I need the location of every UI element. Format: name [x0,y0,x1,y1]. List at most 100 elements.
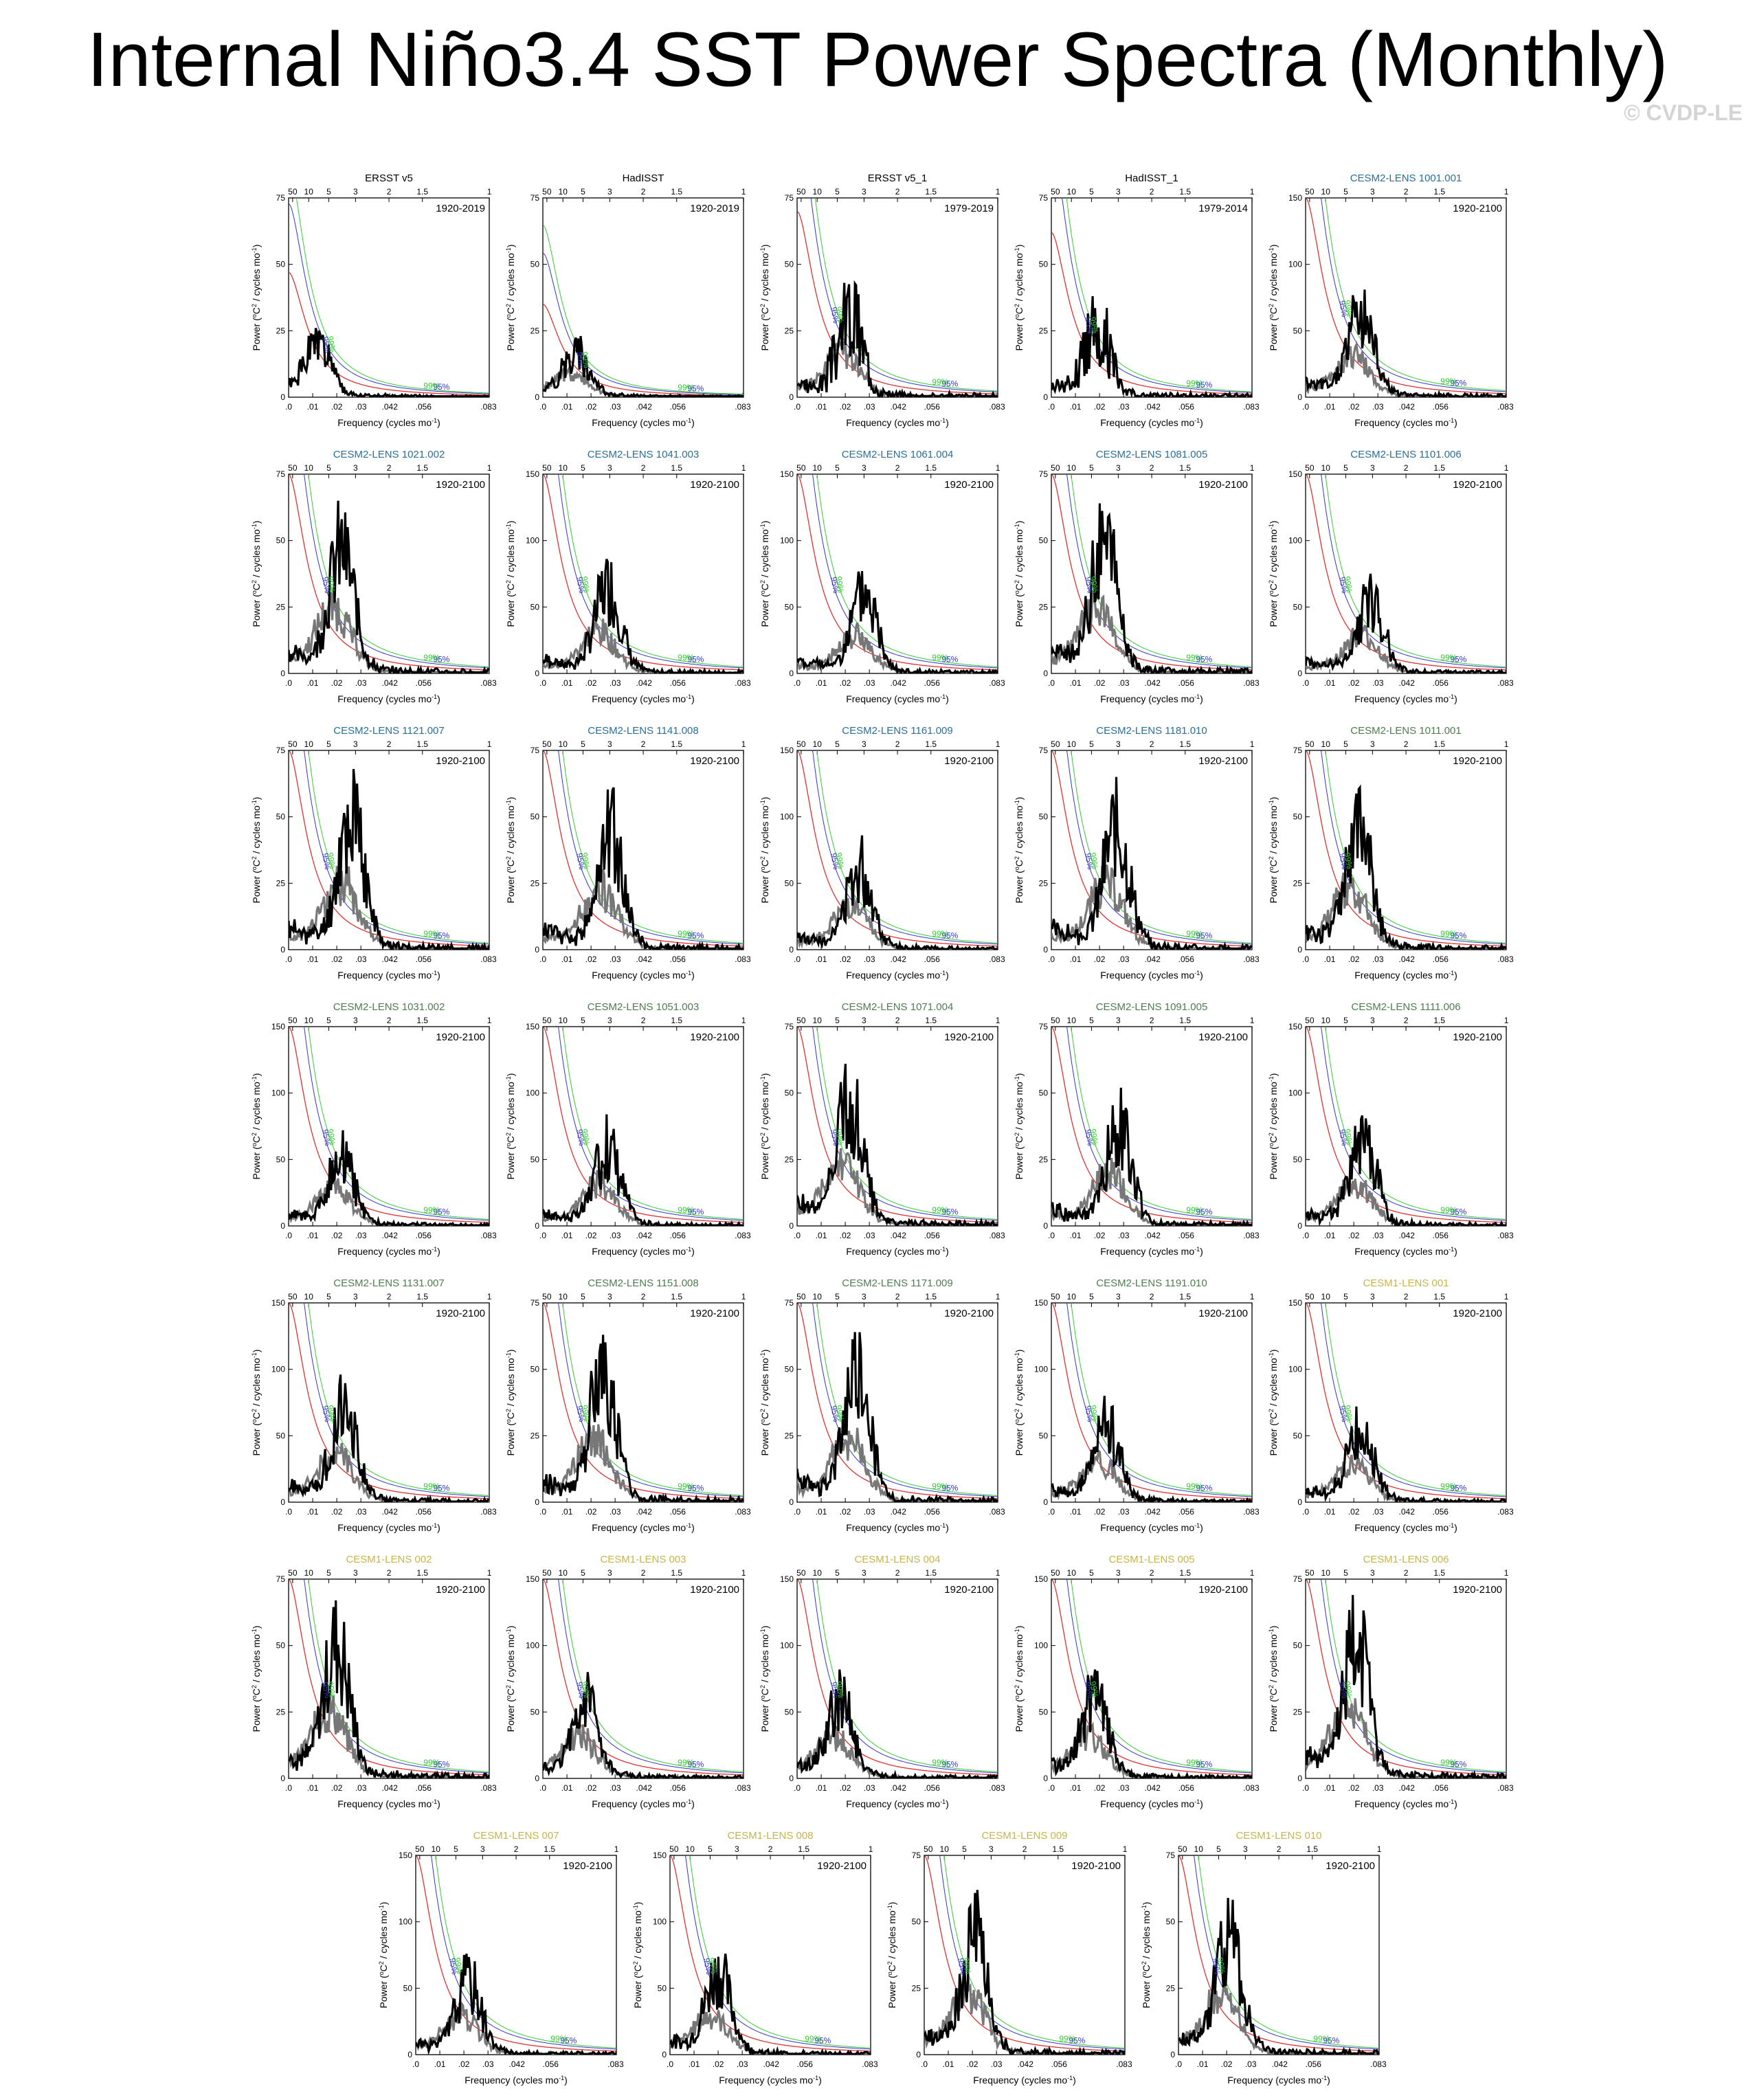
sig95-curve [812,1027,998,1221]
red-noise-curve [1306,1579,1506,1776]
panel-title: CESM2-LENS 1011.001 [1350,725,1461,737]
x-tick-label: .03 [610,1783,621,1793]
period-tick-label: 2 [1277,1844,1282,1854]
period-tick-label: 10 [813,187,823,197]
sig99-label: 99% [325,1405,337,1422]
period-tick-label: 1 [1123,1844,1128,1854]
y-tick-label: 25 [276,326,286,335]
period-label: 1920-2100 [1198,1308,1248,1319]
plot-frame [1051,473,1253,674]
x-tick-label: .02 [840,402,851,412]
period-label: 1920-2100 [1453,479,1502,491]
period-tick-label: 10 [304,463,314,473]
period-tick-label: 1 [487,1568,492,1578]
period-tick-label: 1.5 [544,1844,555,1854]
y-tick-label: 50 [1293,602,1303,612]
period-tick-label: 3 [607,739,612,749]
x-tick-label: .083 [1497,1783,1514,1793]
x-tick-label: .042 [636,1231,653,1240]
sig99-label: 99% [1342,1405,1354,1422]
period-tick-label: 1.5 [1179,1568,1191,1578]
x-tick-label: .056 [670,402,686,412]
x-tick-label: .056 [1051,2059,1068,2069]
x-axis-title: Frequency (cycles mo-1) [1354,970,1457,981]
sig99-label: 99% [1088,1681,1100,1699]
period-tick-label: 1.5 [1433,187,1445,197]
sub-period-spectrum [1306,1178,1506,1226]
sig99-label-right: 99% [1440,1482,1457,1491]
period-tick-label: 2 [1022,1844,1027,1854]
red-noise-curve [1051,1303,1252,1499]
sig99-label-right: 99% [1440,929,1457,939]
x-tick-label: .042 [1399,402,1416,412]
x-tick-label: .0 [1302,1783,1309,1793]
red-noise-curve [543,474,744,671]
period-tick-label: 50 [796,739,806,749]
panel-title: CESM2-LENS 1111.006 [1351,1001,1460,1013]
period-tick-label: 3 [862,463,867,473]
y-tick-label: 150 [1034,1298,1048,1308]
sig95-curve [1320,1303,1506,1497]
x-tick-label: .02 [331,1231,343,1240]
plot-frame [542,1302,744,1503]
x-tick-label: .056 [924,678,941,688]
sig95-curve [1193,1855,1379,2050]
x-tick-label: .056 [416,954,432,964]
x-axis-title: Frequency (cycles mo-1) [337,693,440,704]
red-noise-curve [797,1579,998,1776]
period-tick-label: 1 [487,739,492,749]
sig95-label: 95% [574,1405,587,1422]
y-tick-label: 75 [1293,1574,1303,1584]
x-tick-label: .02 [713,2059,724,2069]
period-tick-label: 2 [895,1292,900,1302]
y-tick-label: 150 [526,469,539,479]
sig99-label: 99% [579,1681,592,1699]
x-tick-label: .01 [816,402,827,412]
y-axis-title: Power (oC2 / cycles mo-1) [251,797,262,904]
period-tick-label: 10 [1067,187,1077,197]
x-tick-label: .03 [610,678,621,688]
period-tick-label: 2 [387,187,392,197]
x-tick-label: .056 [1178,954,1195,964]
sig95-label-right: 95% [941,1207,958,1217]
sig99-label: 99% [834,1128,846,1146]
sig99-label-right: 99% [932,377,948,387]
y-tick-label: 150 [780,469,794,479]
period-tick-label: 10 [1067,463,1077,473]
x-tick-label: .042 [891,402,907,412]
period-tick-label: 50 [415,1844,425,1854]
x-tick-label: .083 [1497,1507,1514,1517]
period-tick-label: 1.5 [416,1292,428,1302]
x-axis-title: Frequency (cycles mo-1) [592,417,695,428]
sig95-label-right: 95% [560,2036,577,2046]
panel-title: CESM1-LENS 008 [727,1830,813,1842]
x-tick-label: .02 [585,1231,597,1240]
plot-frame [1051,1026,1253,1227]
copyright-notice: © CVDP-LE [1624,100,1743,125]
y-tick-label: 25 [785,1154,794,1164]
sig99-label: 99% [1342,576,1354,594]
sig99-curve [1325,1303,1506,1496]
y-tick-label: 50 [785,1088,794,1098]
x-tick-label: .01 [689,2059,700,2069]
x-tick-label: .083 [1243,402,1260,412]
sig99-label-right: 99% [1440,653,1457,662]
period-tick-label: 5 [1343,1568,1348,1578]
period-tick-label: 1.5 [1179,1016,1191,1025]
y-tick-label: 25 [1039,1154,1049,1164]
power-spectrum [1051,1669,1252,1778]
sig95-label-right: 95% [433,1760,449,1769]
y-tick-label: 100 [399,1917,412,1927]
x-tick-label: .042 [636,1783,653,1793]
sig95-label-right: 95% [1196,1484,1212,1493]
period-label: 1920-2100 [436,1308,485,1319]
red-noise-curve [1051,1027,1252,1223]
y-tick-label: 0 [1297,1774,1302,1783]
sig95-curve [1320,1579,1506,1774]
sig95-label: 95% [320,852,333,870]
y-tick-label: 50 [1293,1154,1303,1164]
